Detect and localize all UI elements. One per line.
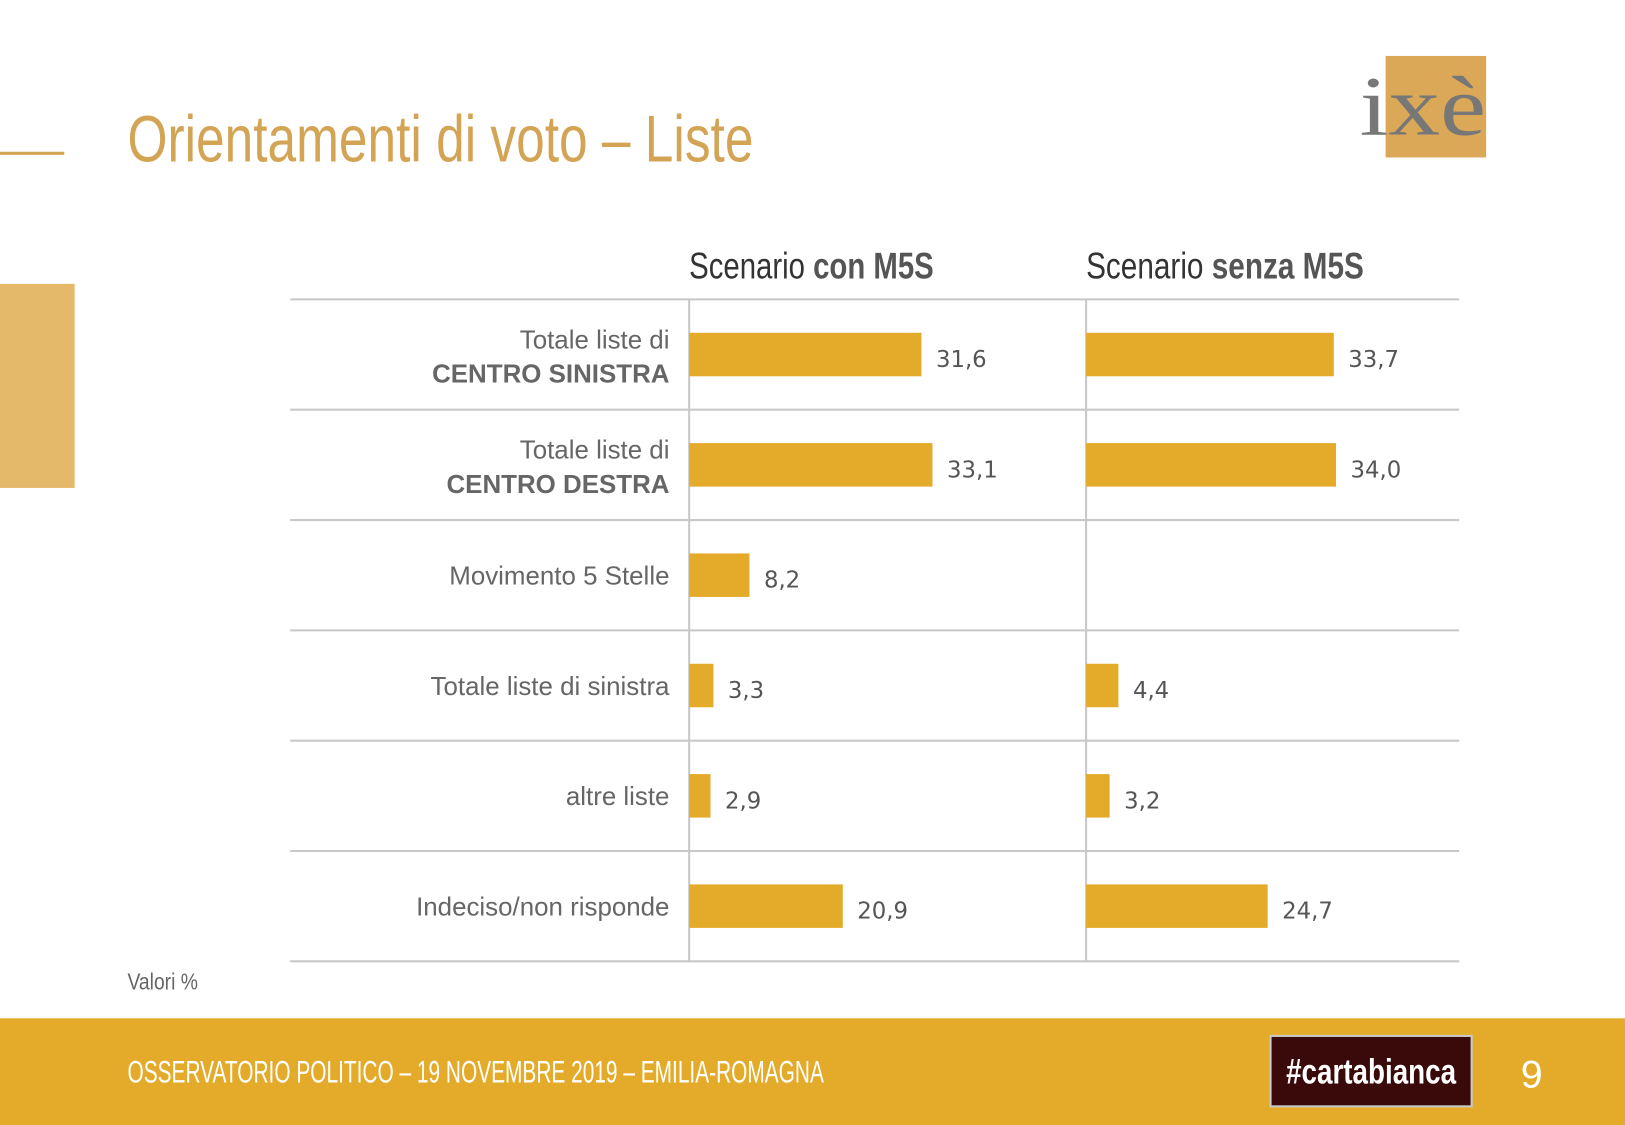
note: Valori % (127, 968, 197, 994)
category-label-emphasis: CENTRO DESTRA (446, 471, 669, 499)
value-label: 8,2 (764, 568, 800, 594)
panel-title: Scenario senza M5S (1086, 245, 1364, 287)
badge-text: #cartabianca (1286, 1053, 1456, 1092)
slide-title: Orientamenti di voto – Liste (127, 103, 753, 177)
category-label: Totale liste di (520, 326, 670, 354)
footer-text: OSSERVATORIO POLITICO – 19 NOVEMBRE 2019… (127, 1055, 824, 1090)
value-label: 20,9 (857, 899, 908, 925)
panel-title-prefix: Scenario (1086, 245, 1203, 287)
logo-text: ixè (1360, 60, 1486, 154)
page-number: 9 (1521, 1053, 1543, 1097)
legend-entry: con M5S (813, 245, 934, 287)
bar (1086, 774, 1110, 818)
value-label: 3,3 (728, 678, 764, 704)
category-label: altre liste (566, 783, 670, 811)
value-label: 2,9 (725, 788, 761, 814)
side-accent (0, 283, 75, 488)
value-label: 3,2 (1124, 788, 1160, 814)
category-label: Movimento 5 Stelle (449, 563, 669, 591)
bar (689, 332, 922, 377)
category-label-emphasis: CENTRO SINISTRA (432, 361, 670, 389)
value-label: 33,1 (947, 457, 998, 483)
bar (1086, 884, 1268, 928)
bar (1086, 332, 1334, 377)
logo-box (1385, 55, 1487, 158)
category-label: Totale liste di (520, 437, 670, 465)
bar (689, 553, 750, 597)
bar (689, 884, 843, 928)
value-label: 4,4 (1133, 678, 1169, 704)
category-label: Indeciso/non risponde (416, 893, 669, 921)
panel-title: Scenario con M5S (689, 245, 934, 287)
bar (689, 663, 714, 708)
bar (1086, 663, 1119, 708)
legend-entry: senza M5S (1212, 245, 1364, 287)
category-label: Totale liste di sinistra (431, 673, 671, 701)
bar (689, 443, 933, 487)
value-label: 33,7 (1348, 347, 1399, 373)
bar (1086, 443, 1337, 487)
panel-title-prefix: Scenario (689, 245, 805, 287)
chart: Totale liste di CENTRO SINISTRA Totale lis… (290, 245, 1460, 963)
badge-box (1269, 1034, 1473, 1108)
value-label: 34,0 (1351, 457, 1402, 483)
bar (689, 774, 711, 818)
value-label: 31,6 (936, 347, 987, 373)
value-label: 24,7 (1282, 899, 1333, 925)
